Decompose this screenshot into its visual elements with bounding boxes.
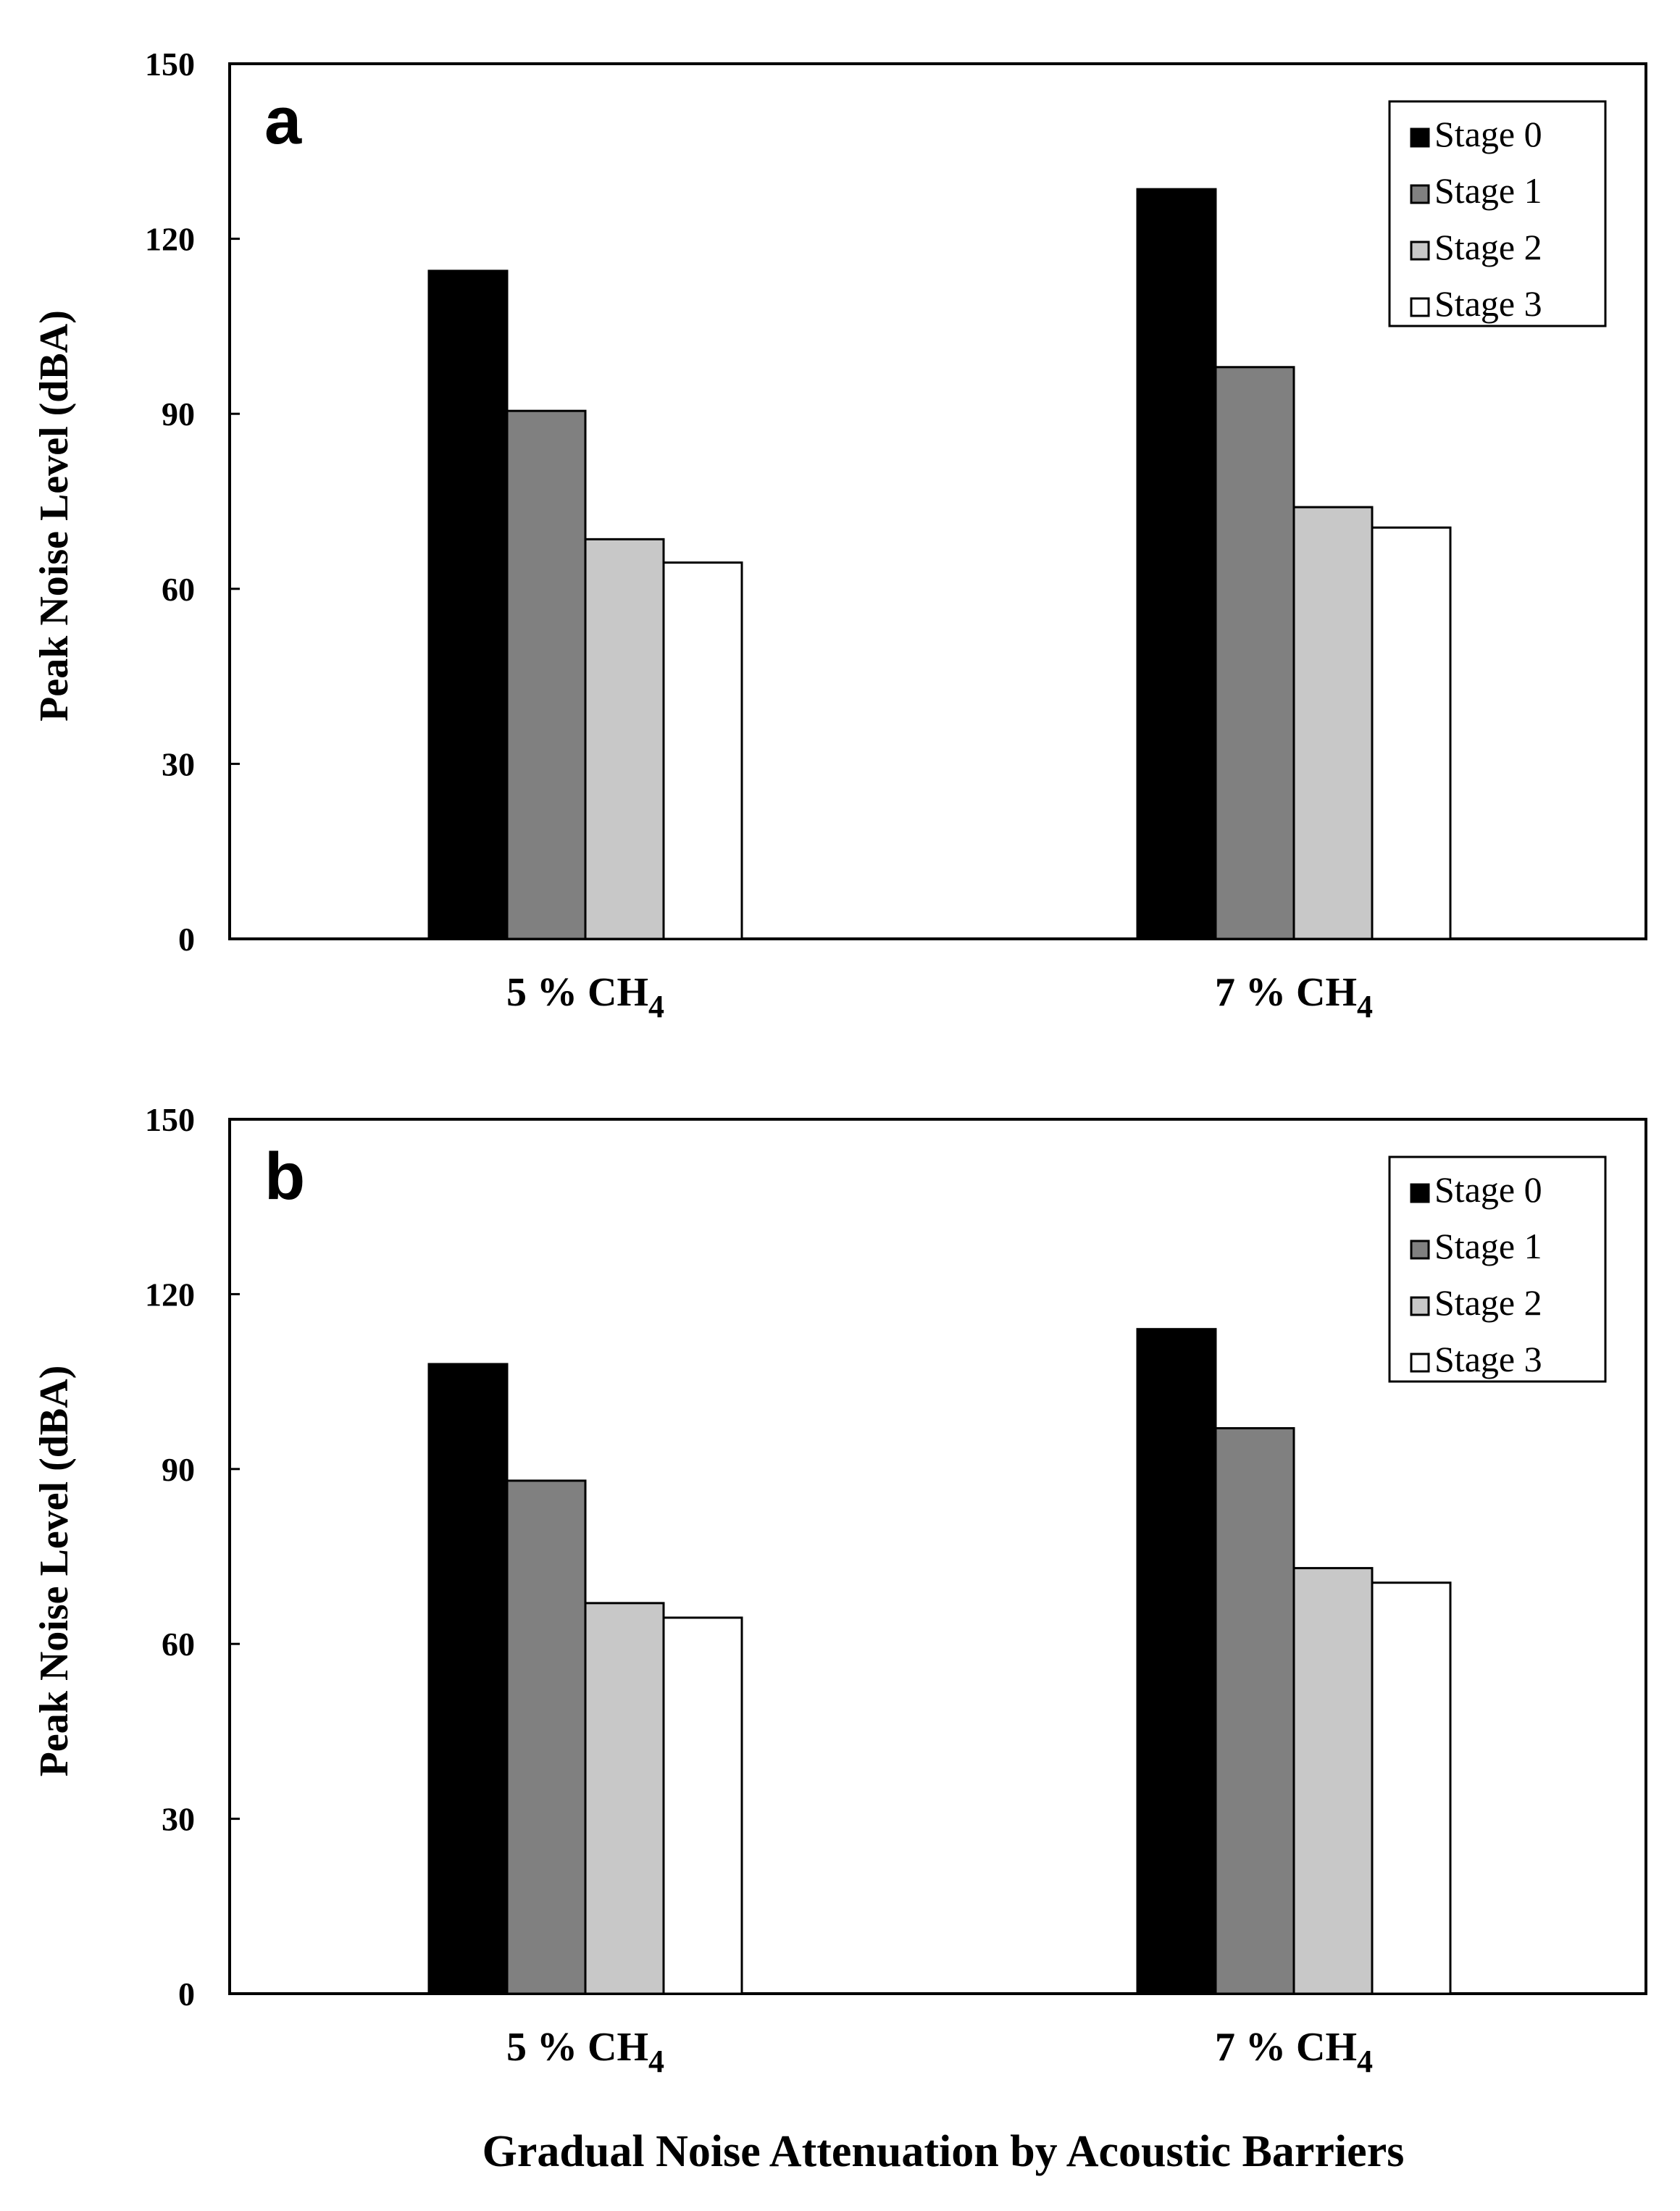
y-tick-label: 120 xyxy=(145,1276,195,1313)
x-category-subscript: 4 xyxy=(648,989,664,1024)
bar-stage-1-cat-2 xyxy=(1214,366,1295,940)
y-tick-label: 0 xyxy=(178,921,195,958)
legend-label: Stage 0 xyxy=(1434,1169,1542,1210)
legend-swatch xyxy=(1410,1240,1430,1260)
panel-a: 0 30 60 90 120 150 Peak Noise Level (dBA) a 5 % … xyxy=(32,46,1647,1024)
bar-stage-2-cat-2 xyxy=(1292,506,1374,940)
x-category-main: 7 % CH xyxy=(1215,2025,1357,2070)
x-category-subscript: 4 xyxy=(648,2044,664,2079)
bar-stage-3-cat-1 xyxy=(662,561,743,940)
panel-b: 0 30 60 90 120 150 Peak Noise Level (dBA) b 5 % … xyxy=(32,1101,1647,2079)
legend-swatch xyxy=(1410,1183,1430,1203)
y-tick-label: 120 xyxy=(145,221,195,258)
x-category-main: 7 % CH xyxy=(1215,970,1357,1015)
y-tick-label: 60 xyxy=(162,1626,195,1663)
legend-swatch xyxy=(1410,297,1430,317)
x-axis-title: Gradual Noise Attenuation by Acoustic Ba… xyxy=(482,2127,1405,2176)
bar-stage-1-cat-2 xyxy=(1214,1426,1295,1995)
x-category-label: 5 % CH4 xyxy=(506,970,664,1024)
y-axis-title: Peak Noise Level (dBA) xyxy=(32,1366,77,1777)
legend-swatch xyxy=(1410,1296,1430,1316)
bar-stage-0-cat-1 xyxy=(427,269,509,940)
bar-stage-0-cat-2 xyxy=(1136,188,1217,940)
bar-stage-0-cat-1 xyxy=(427,1363,509,1995)
legend-label: Stage 2 xyxy=(1434,227,1542,267)
y-tick-label: 0 xyxy=(178,1976,195,2013)
legend-swatch xyxy=(1410,128,1430,148)
y-tick-label: 150 xyxy=(145,1101,195,1138)
bar-stage-2-cat-1 xyxy=(584,538,665,940)
x-category-label: 7 % CH4 xyxy=(1215,970,1373,1024)
y-tick-label: 150 xyxy=(145,46,195,83)
x-category-subscript: 4 xyxy=(1357,2044,1373,2079)
y-tick-label: 60 xyxy=(162,571,195,608)
legend-box xyxy=(1388,100,1607,327)
legend-swatch xyxy=(1410,184,1430,204)
bar-stage-2-cat-2 xyxy=(1292,1567,1374,1995)
plot-frame xyxy=(228,1118,1647,1995)
y-tick-label: 30 xyxy=(162,745,195,782)
x-category-label: 7 % CH4 xyxy=(1215,2025,1373,2079)
y-tick-label: 30 xyxy=(162,1801,195,1838)
bar-stage-3-cat-2 xyxy=(1371,526,1452,940)
y-tick-label: 90 xyxy=(162,396,195,432)
bar-stage-3-cat-1 xyxy=(662,1616,743,1995)
legend-label: Stage 1 xyxy=(1434,170,1542,211)
panel-label: a xyxy=(264,84,302,158)
bar-stage-2-cat-1 xyxy=(584,1602,665,1995)
legend-box xyxy=(1388,1155,1607,1383)
plot-frame xyxy=(228,62,1647,940)
x-category-main: 5 % CH xyxy=(506,2025,648,2070)
x-category-main: 5 % CH xyxy=(506,970,648,1015)
legend: Stage 0 Stage 1 Stage 2 Stage 3 xyxy=(1388,1155,1607,1383)
panel-label: b xyxy=(264,1140,305,1213)
legend-label: Stage 3 xyxy=(1434,1339,1542,1379)
legend-label: Stage 0 xyxy=(1434,114,1542,154)
legend-label: Stage 1 xyxy=(1434,1226,1542,1266)
legend-label: Stage 3 xyxy=(1434,283,1542,324)
bar-stage-0-cat-2 xyxy=(1136,1328,1217,1995)
legend-swatch xyxy=(1410,1353,1430,1373)
y-axis-title: Peak Noise Level (dBA) xyxy=(32,310,77,722)
x-category-label: 5 % CH4 xyxy=(506,2025,664,2079)
bar-stage-1-cat-1 xyxy=(506,409,587,940)
bar-stage-1-cat-1 xyxy=(506,1479,587,1995)
y-tick-label: 90 xyxy=(162,1451,195,1488)
legend-label: Stage 2 xyxy=(1434,1282,1542,1323)
legend-swatch xyxy=(1410,241,1430,261)
bar-stage-3-cat-2 xyxy=(1371,1581,1452,1995)
x-category-subscript: 4 xyxy=(1357,989,1373,1024)
legend: Stage 0 Stage 1 Stage 2 Stage 3 xyxy=(1388,100,1607,327)
